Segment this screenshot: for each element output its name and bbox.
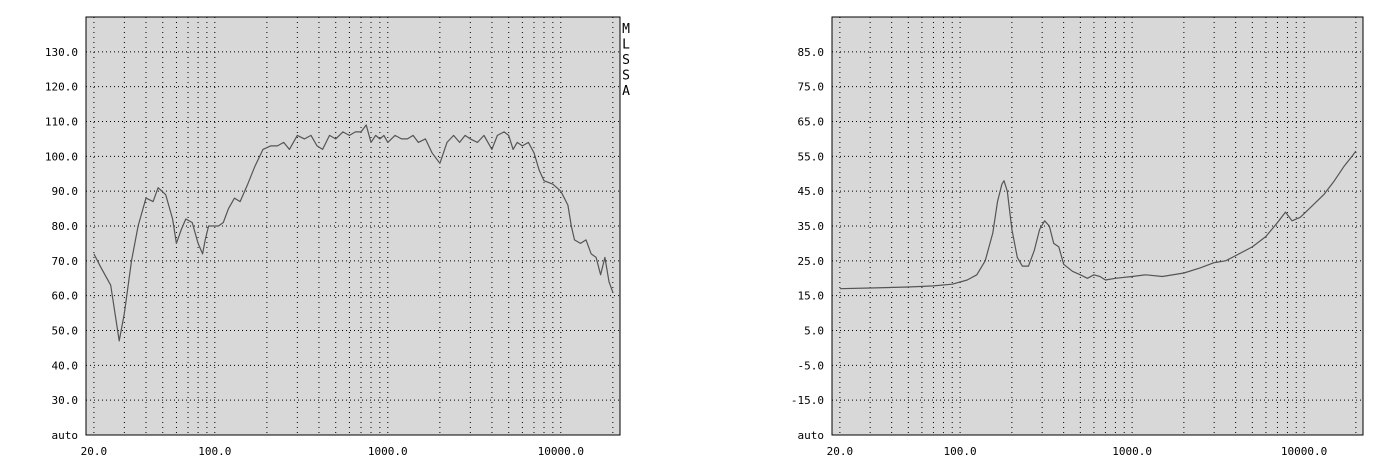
y-tick-label: 25.0 — [798, 255, 825, 268]
y-tick-label: auto — [52, 429, 79, 442]
y-tick-label: 65.0 — [798, 116, 825, 129]
y-tick-label: 120.0 — [45, 81, 78, 94]
y-tick-label: 85.0 — [798, 46, 825, 59]
y-tick-label: 75.0 — [798, 81, 825, 94]
x-tick-label: 10000.0 — [538, 445, 584, 458]
y-tick-label: 45.0 — [798, 185, 825, 198]
series-line — [839, 150, 1357, 290]
x-tick-label: 100.0 — [198, 445, 231, 458]
y-tick-label: 5.0 — [804, 325, 824, 338]
side-label-letter: S — [622, 69, 630, 84]
side-label-letter: A — [622, 84, 630, 99]
x-tick-label: 10000.0 — [1281, 445, 1327, 458]
x-tick-label: 20.0 — [81, 445, 108, 458]
x-tick-label: 1000.0 — [1112, 445, 1152, 458]
x-tick-label: 100.0 — [944, 445, 977, 458]
side-label-letter: S — [622, 53, 630, 68]
y-tick-label: 35.0 — [798, 220, 825, 233]
y-tick-label: 100.0 — [45, 150, 78, 163]
impedance-response-chart: auto -15.0 -5.0 5.0 15.0 25.0 35.0 45.0 55.0 65.0… — [791, 16, 1364, 458]
y-tick-label: 40.0 — [52, 359, 79, 372]
y-tick-label: -5.0 — [798, 359, 825, 372]
y-tick-label: 15.0 — [798, 290, 825, 303]
y-tick-label: auto — [798, 429, 825, 442]
y-tick-label: 90.0 — [52, 185, 79, 198]
y-tick-label: 80.0 — [52, 220, 79, 233]
plot-area — [831, 16, 1364, 436]
y-tick-label: 110.0 — [45, 116, 78, 129]
series-line — [93, 124, 614, 342]
spl-response-chart: auto 30.0 40.0 50.0 60.0 70.0 80.0 90.0 100.0 110… — [45, 16, 621, 458]
y-tick-label: 30.0 — [52, 394, 79, 407]
side-label-letter: M — [622, 22, 630, 37]
y-tick-label: 130.0 — [45, 46, 78, 59]
x-tick-label: 20.0 — [827, 445, 854, 458]
y-tick-label: 50.0 — [52, 325, 79, 338]
y-tick-label: 60.0 — [52, 290, 79, 303]
side-label-letter: L — [622, 38, 630, 53]
x-tick-label: 1000.0 — [368, 445, 408, 458]
y-tick-label: 55.0 — [798, 150, 825, 163]
y-tick-label: 70.0 — [52, 255, 79, 268]
y-tick-label: -15.0 — [791, 394, 824, 407]
